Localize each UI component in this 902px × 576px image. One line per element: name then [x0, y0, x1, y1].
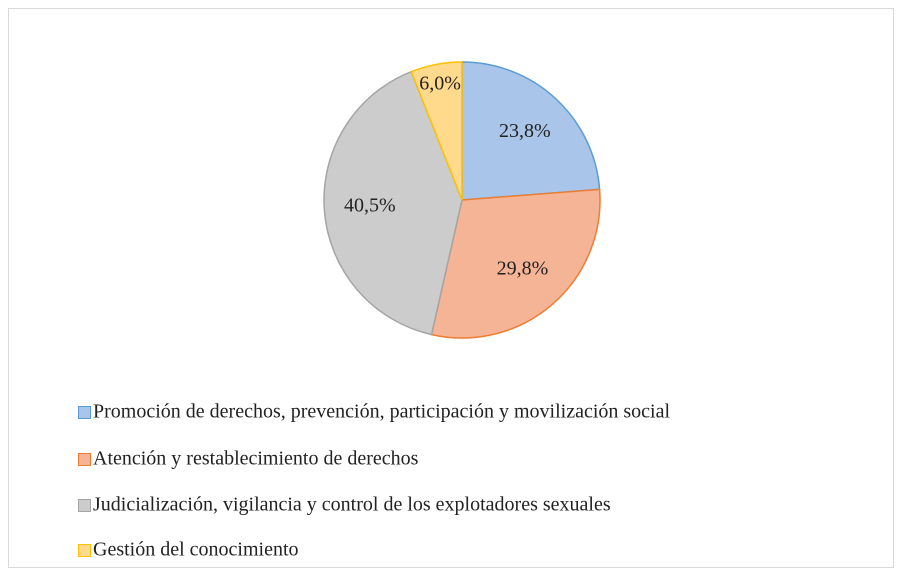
pie-slice	[461, 61, 601, 201]
data-label: 29,8%	[497, 258, 549, 280]
legend-label: Atención y restablecimiento de derechos	[93, 448, 419, 470]
legend-label: Gestión del conocimiento	[93, 539, 299, 561]
legend-swatch	[78, 406, 91, 419]
legend-label: Judicialización, vigilancia y control de…	[93, 494, 611, 516]
data-label: 6,0%	[419, 72, 461, 94]
data-label: 40,5%	[344, 195, 396, 217]
legend-label: Promoción de derechos, prevención, parti…	[93, 401, 670, 423]
data-label: 23,8%	[499, 120, 551, 142]
pie-slice	[410, 61, 463, 201]
pie-slice	[323, 70, 463, 336]
legend-swatch	[78, 499, 91, 512]
legend-swatch	[78, 544, 91, 557]
pie-slice	[430, 188, 601, 339]
legend-swatch	[78, 453, 91, 466]
